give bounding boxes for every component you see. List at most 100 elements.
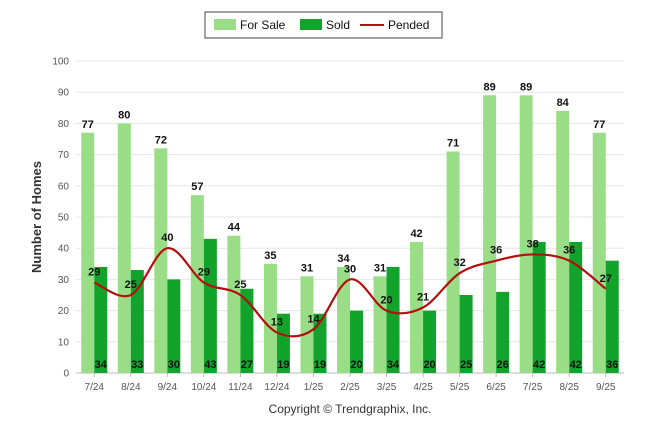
data-label-sold: 20 — [350, 359, 362, 371]
data-label-pended: 29 — [88, 267, 100, 279]
bar-sold — [496, 291, 510, 373]
x-axis: 7/24 8/24 9/24 10/24 11/24 12/24 1/25 2/25 3/25 4… — [85, 373, 616, 393]
bar-sold — [386, 266, 400, 373]
bar-for-sale — [446, 151, 460, 373]
x-tick-label: 10/24 — [191, 382, 216, 393]
pended-line — [93, 247, 607, 338]
y-tick-label: 100 — [52, 57, 69, 68]
data-label-sold: 26 — [497, 359, 509, 371]
bar-for-sale — [410, 241, 424, 373]
data-label-sold: 36 — [606, 359, 618, 371]
y-tick-label: 0 — [63, 369, 69, 380]
data-label-pended: 25 — [125, 279, 137, 291]
bar-sold — [459, 295, 473, 373]
bar-for-sale — [190, 195, 204, 373]
data-label-pended: 30 — [344, 263, 356, 275]
x-tick-label: 8/25 — [559, 382, 579, 393]
data-label-pended: 27 — [600, 273, 612, 285]
data-label-pended: 38 — [527, 238, 539, 250]
data-label-for-sale: 89 — [484, 81, 496, 93]
data-label-for-sale: 44 — [228, 222, 241, 234]
y-tick-label: 20 — [58, 306, 70, 317]
bar-sold — [350, 310, 363, 373]
y-tick-label: 80 — [58, 119, 70, 130]
x-tick-label: 9/25 — [596, 382, 616, 393]
data-label-for-sale: 31 — [301, 262, 313, 274]
data-label-for-sale: 84 — [557, 97, 570, 109]
bar-sold — [313, 313, 327, 373]
bar-for-sale — [81, 132, 95, 373]
data-label-sold: 42 — [533, 359, 545, 371]
data-label-sold: 19 — [314, 359, 326, 371]
data-label-for-sale: 34 — [337, 253, 350, 265]
data-label-for-sale: 35 — [264, 250, 276, 262]
bar-for-sale — [337, 266, 350, 373]
legend-swatch-sold — [300, 19, 322, 30]
data-label-for-sale: 42 — [410, 228, 422, 240]
data-label-sold: 33 — [131, 359, 143, 371]
x-tick-label: 5/25 — [450, 382, 470, 393]
data-label-sold: 27 — [241, 359, 253, 371]
copyright-text: Copyright © Trendgraphix, Inc. — [269, 402, 432, 416]
data-label-sold: 30 — [168, 359, 180, 371]
x-tick-label: 1/25 — [304, 382, 324, 393]
data-label-sold: 43 — [204, 359, 216, 371]
y-tick-label: 70 — [58, 150, 70, 161]
x-tick-label: 12/24 — [264, 382, 289, 393]
data-label-pended: 20 — [380, 295, 392, 307]
bar-sold — [605, 260, 619, 373]
y-tick-label: 40 — [58, 244, 70, 255]
legend-label-for-sale: For Sale — [240, 18, 286, 32]
x-tick-label: 8/24 — [121, 382, 141, 393]
bar-for-sale — [154, 148, 168, 373]
y-tick-label: 60 — [58, 181, 70, 192]
data-labels: 77 34 80 33 72 30 57 43 44 27 35 19 31 19 34 20 31 34 42 20… — [82, 81, 619, 371]
legend-label-sold: Sold — [326, 18, 350, 32]
bar-sold — [569, 241, 583, 373]
data-label-pended: 21 — [417, 291, 429, 303]
data-label-pended: 36 — [490, 245, 502, 257]
data-label-sold: 20 — [423, 359, 435, 371]
x-tick-label: 3/25 — [377, 382, 397, 393]
bar-sold — [94, 266, 108, 373]
bar-sold — [130, 270, 144, 373]
bar-sold — [276, 313, 290, 373]
bar-sold — [532, 241, 546, 373]
y-tick-label: 30 — [58, 275, 70, 286]
data-label-for-sale: 57 — [191, 181, 203, 193]
bar-sold — [240, 288, 254, 373]
bar-for-sale — [300, 276, 314, 373]
bar-for-sale — [373, 276, 387, 373]
bar-for-sale — [483, 95, 497, 373]
data-label-for-sale: 77 — [82, 119, 94, 131]
bars — [81, 95, 619, 374]
bar-for-sale — [117, 123, 131, 374]
y-tick-label: 50 — [58, 213, 70, 224]
data-label-pended: 40 — [161, 232, 173, 244]
bar-sold — [167, 279, 181, 373]
data-label-sold: 19 — [277, 359, 289, 371]
y-axis: 0 10 20 30 40 50 60 70 80 90 100 — [52, 57, 69, 380]
bar-sold — [423, 310, 437, 373]
data-label-for-sale: 89 — [520, 81, 532, 93]
y-tick-label: 10 — [58, 337, 70, 348]
data-label-for-sale: 71 — [447, 137, 459, 149]
bar-for-sale — [519, 95, 533, 373]
data-label-pended: 13 — [271, 316, 283, 328]
x-tick-label: 6/25 — [486, 382, 506, 393]
legend-swatch-for-sale — [214, 19, 236, 30]
data-label-for-sale: 72 — [155, 134, 167, 146]
x-tick-label: 7/25 — [523, 382, 543, 393]
data-label-for-sale: 31 — [374, 262, 386, 274]
legend: For Sale Sold Pended — [204, 11, 443, 39]
data-label-pended: 25 — [234, 279, 246, 291]
x-tick-label: 7/24 — [85, 382, 105, 393]
data-label-sold: 42 — [570, 359, 582, 371]
bar-for-sale — [556, 110, 570, 374]
data-label-pended: 32 — [453, 257, 465, 269]
x-tick-label: 2/25 — [340, 382, 360, 393]
data-label-sold: 25 — [460, 359, 472, 371]
legend-label-pended: Pended — [388, 18, 429, 32]
y-tick-label: 90 — [58, 88, 70, 99]
